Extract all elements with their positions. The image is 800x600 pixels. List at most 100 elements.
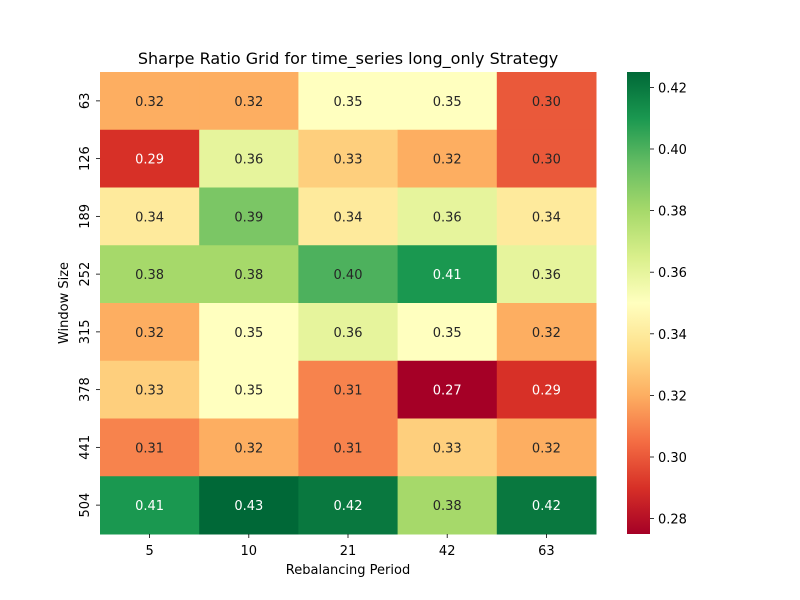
colorbar-tick-label: 0.42 [658,81,687,96]
y-tick-label: 126 [78,146,93,171]
cell-value-label: 0.27 [433,384,462,399]
cell-value-label: 0.35 [433,95,462,110]
heatmap-cell [199,72,299,131]
cell-value-label: 0.36 [433,210,462,225]
heatmap-cell [496,129,597,188]
cell-value-label: 0.32 [234,95,263,110]
heatmap-cell [100,303,200,362]
cell-value-label: 0.31 [334,441,363,456]
heatmap-cell [199,303,299,362]
heatmap-cell [298,360,399,419]
heatmap-cell [199,245,299,304]
y-tick-label: 252 [78,262,93,287]
cell-value-label: 0.38 [135,268,164,283]
heatmap-cell [100,187,200,246]
heatmap-cell [496,245,597,304]
cell-value-label: 0.32 [135,95,164,110]
cell-value-label: 0.33 [334,153,363,168]
cell-value-label: 0.39 [234,210,263,225]
cell-value-label: 0.38 [433,499,462,514]
cell-value-label: 0.30 [532,153,561,168]
heatmap-cell [496,72,597,131]
cell-value-label: 0.41 [135,499,164,514]
cell-value-label: 0.31 [135,441,164,456]
heatmap-cell [298,72,399,131]
cell-value-label: 0.36 [334,326,363,341]
heatmap-cell [100,360,200,419]
heatmap-cell [298,418,399,477]
heatmap-cell [496,418,597,477]
cell-value-label: 0.43 [234,499,263,514]
y-tick-label: 504 [78,493,93,518]
cell-value-label: 0.32 [532,326,561,341]
cell-value-label: 0.32 [234,441,263,456]
cell-value-label: 0.42 [532,499,561,514]
cell-value-label: 0.30 [532,95,561,110]
cell-value-label: 0.38 [234,268,263,283]
heatmap-cell [496,187,597,246]
colorbar-tick-label: 0.38 [658,205,687,220]
cell-value-label: 0.35 [334,95,363,110]
heatmap-cell [199,187,299,246]
cell-value-label: 0.29 [135,153,164,168]
y-tick-label: 63 [78,93,93,110]
cell-value-label: 0.42 [334,499,363,514]
x-tick-label: 42 [439,544,456,559]
x-tick-label: 21 [340,544,357,559]
cell-value-label: 0.36 [532,268,561,283]
x-axis-label: Rebalancing Period [286,563,410,578]
x-tick-label: 63 [538,544,555,559]
colorbar-ticks: 0.28 0.30 0.32 0.34 0.36 0.38 0.40 0.42 [650,81,687,528]
colorbar-tick-label: 0.32 [658,389,687,404]
heatmap-cell [397,418,498,477]
cell-value-label: 0.36 [234,153,263,168]
cell-value-label: 0.32 [433,153,462,168]
x-tick-label: 5 [145,544,153,559]
cell-value-label: 0.40 [334,268,363,283]
heatmap-cell [496,360,597,419]
heatmap-cell [100,418,200,477]
heatmap-cell [100,72,200,131]
y-tick-label: 189 [78,204,93,229]
colorbar-tick-label: 0.30 [658,451,687,466]
x-axis-ticks: 5 10 21 42 63 [145,534,555,559]
y-axis-label: Window Size [57,262,72,344]
heatmap-cell [199,129,299,188]
y-axis-ticks: 63 126 189 252 315 378 441 504 [78,93,100,518]
heatmap-cell [397,129,498,188]
heatmap-cell [199,360,299,419]
cell-value-label: 0.31 [334,384,363,399]
heatmap-cell [100,245,200,304]
heatmap-cell [397,303,498,362]
cell-value-label: 0.32 [135,326,164,341]
y-tick-label: 315 [78,319,93,344]
heatmap-cell [397,245,498,304]
cell-value-label: 0.34 [135,210,164,225]
heatmap-cell [298,245,399,304]
colorbar-tick-label: 0.36 [658,266,687,281]
heatmap-cell [100,129,200,188]
colorbar-tick-label: 0.28 [658,513,687,528]
cell-value-label: 0.34 [532,210,561,225]
y-tick-label: 441 [78,435,93,460]
cell-value-label: 0.34 [334,210,363,225]
y-tick-label: 378 [78,377,93,402]
cell-value-label: 0.29 [532,384,561,399]
cell-value-label: 0.41 [433,268,462,283]
heatmap-cells: 0.32 0.32 0.35 0.35 0.30 0.29 0.36 0.33 0.32 0.30… [100,72,597,535]
heatmap-cell [496,476,597,535]
heatmap-cell [496,303,597,362]
heatmap-cell [298,187,399,246]
cell-value-label: 0.33 [135,384,164,399]
heatmap-cell [298,303,399,362]
cell-value-label: 0.35 [433,326,462,341]
heatmap-cell [298,129,399,188]
chart-title: Sharpe Ratio Grid for time_series long_o… [138,49,558,69]
heatmap-cell [100,476,200,535]
colorbar-tick-label: 0.34 [658,328,687,343]
x-tick-label: 10 [241,544,258,559]
cell-value-label: 0.32 [532,441,561,456]
cell-value-label: 0.35 [234,326,263,341]
cell-value-label: 0.35 [234,384,263,399]
